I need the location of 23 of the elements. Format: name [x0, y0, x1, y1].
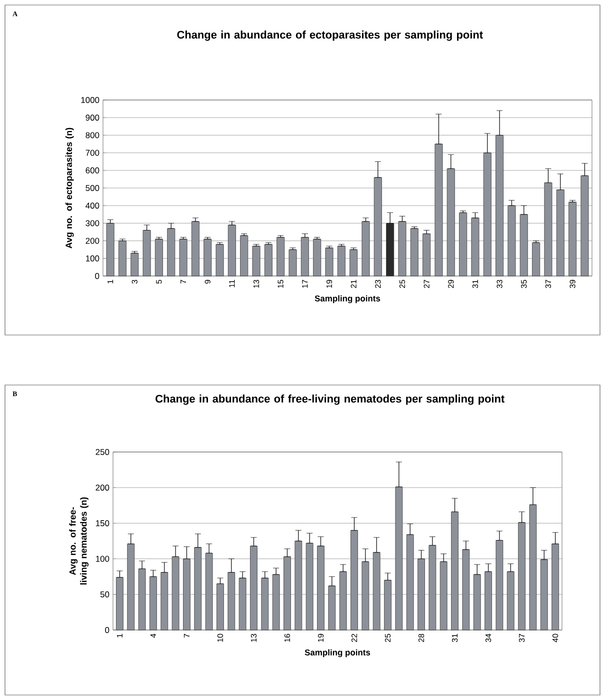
y-tick-label: 500 — [86, 185, 100, 191]
y-tick-label: 800 — [86, 132, 100, 138]
y-tick-label: 600 — [86, 167, 100, 174]
y-tick-label: 200 — [86, 238, 100, 244]
y-axis-title: Avg no. of ectoparasites (n) — [65, 128, 74, 248]
y-tick-label: 250 — [96, 449, 110, 456]
y-tick-label: 900 — [86, 114, 100, 121]
y-tick-label: 50 — [100, 591, 110, 598]
chart-title: Change in abundance of ectoparasites per sampling point — [177, 30, 483, 41]
chart-title: Change in abundance of free-living nematodes per sampling point — [156, 394, 504, 405]
y-tick-label: 150 — [96, 520, 110, 526]
y-tick-label: 400 — [86, 202, 100, 209]
y-tick-label: 300 — [86, 220, 100, 226]
y-axis-title: Avg no. of free-living nematodes (n) — [69, 497, 89, 584]
x-axis-title: Sampling points — [314, 295, 380, 304]
x-axis-title: Sampling points — [304, 649, 370, 658]
y-tick-label: 100 — [96, 556, 110, 562]
y-tick-label: 200 — [96, 484, 110, 491]
y-tick-label: 1000 — [81, 97, 100, 103]
y-tick-label: 700 — [86, 150, 100, 156]
y-tick-label: 100 — [86, 255, 100, 262]
y-tick-label: 0 — [105, 627, 110, 634]
y-tick-label: 0 — [95, 273, 100, 279]
